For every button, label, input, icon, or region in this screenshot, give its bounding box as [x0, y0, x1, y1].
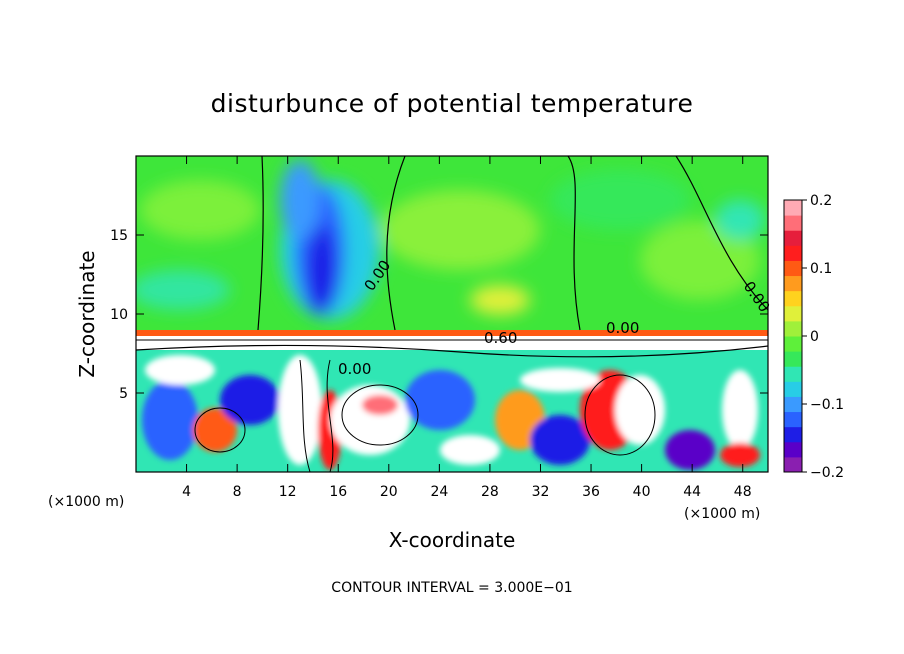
contour-label: 0.00: [338, 360, 371, 378]
colorbar-swatch: [784, 426, 802, 443]
x-axis-label: X-coordinate: [389, 528, 516, 552]
contour-label: 0.00: [606, 319, 639, 337]
y-tick-label: 10: [110, 307, 128, 323]
colorbar-ticks: 0.2 0.1 0 −0.1 −0.2: [802, 193, 844, 481]
y-tick-label: 15: [110, 228, 128, 244]
colorbar-tick-label: 0.2: [810, 193, 832, 209]
x-tick-label: 32: [532, 484, 550, 500]
colorbar-tick-label: 0: [810, 329, 819, 345]
x-tick-label: 44: [683, 484, 701, 500]
heatmap-field: [136, 156, 768, 472]
colorbar-swatch: [784, 275, 802, 292]
x-tick-label: 36: [582, 484, 600, 500]
x-tick-label: 4: [182, 484, 191, 500]
colorbar-swatch: [784, 305, 802, 322]
colorbar-swatch: [784, 456, 802, 473]
colorbar-swatch: [784, 290, 802, 307]
y-tick-label: 5: [119, 386, 128, 402]
contour-label: 0.60: [484, 329, 517, 347]
colorbar-swatch: [784, 245, 802, 261]
colorbar-swatch: [784, 396, 802, 413]
x-tick-label: 40: [633, 484, 651, 500]
colorbar-tick-label: −0.1: [810, 397, 844, 413]
contour-interval-note: CONTOUR INTERVAL = 3.000E−01: [331, 580, 572, 596]
colorbar-swatch: [784, 230, 802, 246]
colorbar-tick-label: −0.2: [810, 465, 844, 481]
colorbar-swatch: [784, 336, 802, 352]
x-tick-label: 8: [233, 484, 242, 500]
x-tick-label: 16: [329, 484, 347, 500]
x-tick-label: 20: [380, 484, 398, 500]
colorbar-swatch: [784, 366, 802, 382]
colorbar-swatch: [784, 351, 802, 367]
x-tick-label: 28: [481, 484, 499, 500]
x-unit-label-right: (×1000 m): [684, 506, 760, 522]
colorbar-swatch: [784, 200, 802, 216]
chart-title: disturbunce of potential temperature: [211, 89, 694, 118]
colorbar-swatch: [784, 411, 802, 428]
x-axis-ticks: 4 8 12 16 20 24 28 32 36 40 44 48: [182, 156, 752, 500]
colorbar-swatch: [784, 320, 802, 337]
x-unit-label-left: (×1000 m): [48, 494, 124, 510]
x-tick-label: 12: [279, 484, 297, 500]
colorbar: [784, 200, 802, 473]
colorbar-swatch: [784, 441, 802, 458]
y-axis-label: Z-coordinate: [75, 250, 99, 377]
colorbar-swatch: [784, 260, 802, 277]
colorbar-swatch: [784, 381, 802, 397]
colorbar-tick-label: 0.1: [810, 261, 832, 277]
x-tick-label: 24: [430, 484, 448, 500]
y-axis-ticks: 5 10 15: [110, 228, 768, 402]
colorbar-swatch: [784, 215, 802, 231]
x-tick-label: 48: [734, 484, 752, 500]
